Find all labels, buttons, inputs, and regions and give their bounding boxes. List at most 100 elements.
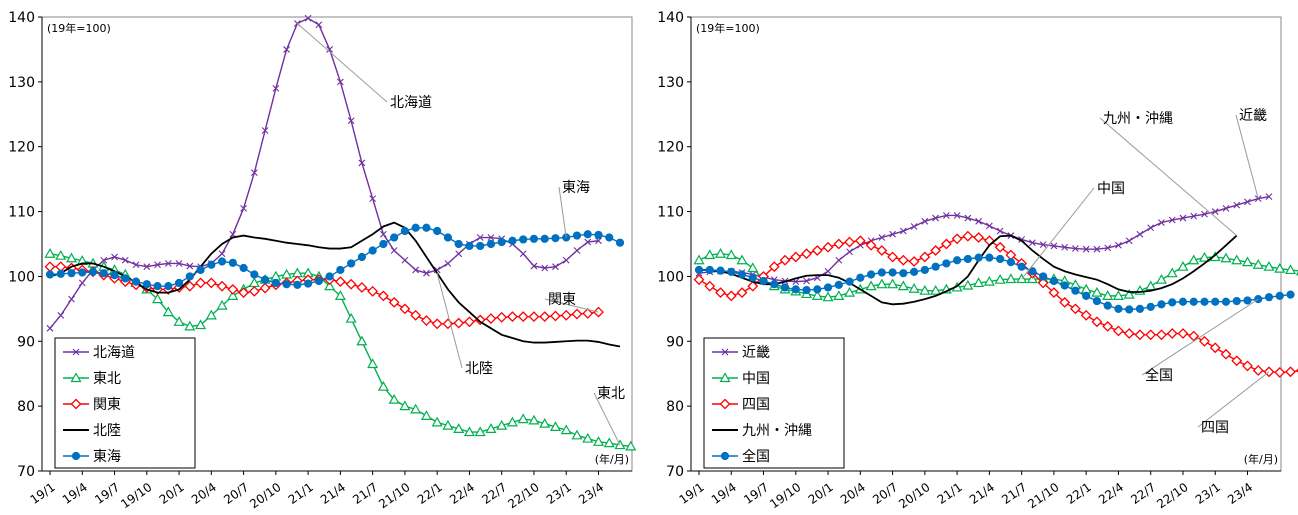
data-point: [1005, 273, 1017, 284]
data-point: [44, 248, 56, 258]
data-point: [603, 437, 615, 448]
data-point: [584, 238, 592, 246]
data-point: [1275, 291, 1284, 300]
data-point: [921, 217, 929, 225]
data-point: [1244, 198, 1251, 206]
data-point: [1243, 296, 1252, 305]
x-tick-label: 19/1: [28, 480, 58, 507]
data-point: [942, 259, 951, 268]
callout-leader: [436, 273, 463, 369]
data-point: [1189, 297, 1198, 306]
data-point: [496, 311, 508, 323]
data-point: [822, 241, 834, 253]
data-point: [1177, 260, 1189, 271]
data-point: [595, 237, 602, 245]
series-line: [49, 221, 621, 348]
data-point: [99, 269, 108, 278]
data-point: [791, 285, 800, 294]
data-point: [1134, 329, 1146, 341]
data-point: [725, 249, 737, 260]
data-point: [593, 306, 604, 318]
data-point: [485, 313, 497, 325]
data-point: [442, 318, 454, 330]
data-point: [508, 236, 517, 245]
data-point: [410, 309, 422, 321]
x-tick-label: 20/7: [870, 480, 900, 507]
legend-marker: [70, 398, 82, 410]
data-point: [803, 277, 810, 285]
data-point: [485, 423, 497, 433]
data-point: [217, 257, 227, 266]
data-point: [162, 306, 174, 317]
data-point: [1155, 273, 1167, 284]
data-point: [953, 212, 961, 219]
data-point: [571, 429, 583, 440]
data-point: [186, 262, 194, 270]
data-point: [519, 235, 528, 244]
data-point: [1029, 239, 1036, 247]
data-point: [1069, 303, 1081, 315]
data-point: [497, 237, 506, 247]
data-point: [736, 254, 748, 265]
data-point: [1211, 208, 1219, 215]
data-point: [347, 117, 355, 125]
data-point: [1168, 216, 1176, 224]
data-point: [1145, 280, 1157, 291]
data-point: [400, 226, 410, 236]
data-point: [271, 278, 280, 288]
data-point: [1102, 320, 1114, 332]
callout-label: 東北: [597, 386, 625, 402]
data-point: [1103, 301, 1112, 310]
data-point: [121, 274, 130, 283]
data-point: [996, 227, 1004, 235]
data-point: [55, 249, 67, 260]
data-point: [897, 280, 909, 291]
data-point: [1017, 262, 1026, 271]
y-tick-label: 90: [17, 334, 35, 350]
data-point: [813, 285, 822, 294]
data-point: [908, 256, 920, 267]
data-point: [528, 414, 540, 425]
data-point: [218, 250, 226, 258]
data-point: [1156, 329, 1167, 341]
data-point: [474, 426, 486, 437]
data-point: [304, 14, 312, 22]
legend-label: 北陸: [93, 423, 121, 439]
callout-label: 関東: [548, 292, 576, 308]
data-point: [899, 227, 907, 235]
x-tick-label: 23/4: [576, 480, 606, 507]
data-point: [1093, 245, 1101, 253]
data-point: [1135, 304, 1145, 313]
callout-leader: [1141, 298, 1259, 376]
x-tick-label: 20/7: [221, 480, 251, 507]
data-point: [100, 256, 108, 264]
data-point: [856, 273, 865, 282]
data-point: [111, 253, 118, 261]
data-point: [46, 324, 54, 332]
data-point: [1200, 297, 1209, 306]
callout-leader: [1021, 187, 1095, 280]
y-tick-label: 100: [8, 269, 35, 285]
legend-label: 中国: [742, 371, 770, 387]
data-point: [1220, 252, 1232, 263]
data-point: [444, 260, 452, 267]
y-tick-label: 120: [657, 140, 684, 156]
x-tick-label: 22/4: [447, 480, 477, 507]
callout-label: 四国: [1201, 420, 1229, 436]
data-point: [142, 280, 151, 289]
data-point: [1166, 267, 1178, 278]
data-point: [704, 280, 716, 292]
data-point: [464, 316, 475, 328]
legend-label: 関東: [93, 397, 121, 413]
data-point: [293, 280, 302, 289]
data-point: [1263, 260, 1275, 271]
data-point: [517, 311, 529, 323]
data-point: [433, 226, 442, 236]
data-point: [1080, 309, 1092, 321]
legend-label: 近畿: [742, 345, 770, 361]
data-point: [1037, 277, 1049, 289]
data-point: [1222, 204, 1230, 212]
data-point: [1049, 276, 1059, 286]
data-point: [1061, 243, 1069, 251]
data-point: [1264, 293, 1274, 302]
